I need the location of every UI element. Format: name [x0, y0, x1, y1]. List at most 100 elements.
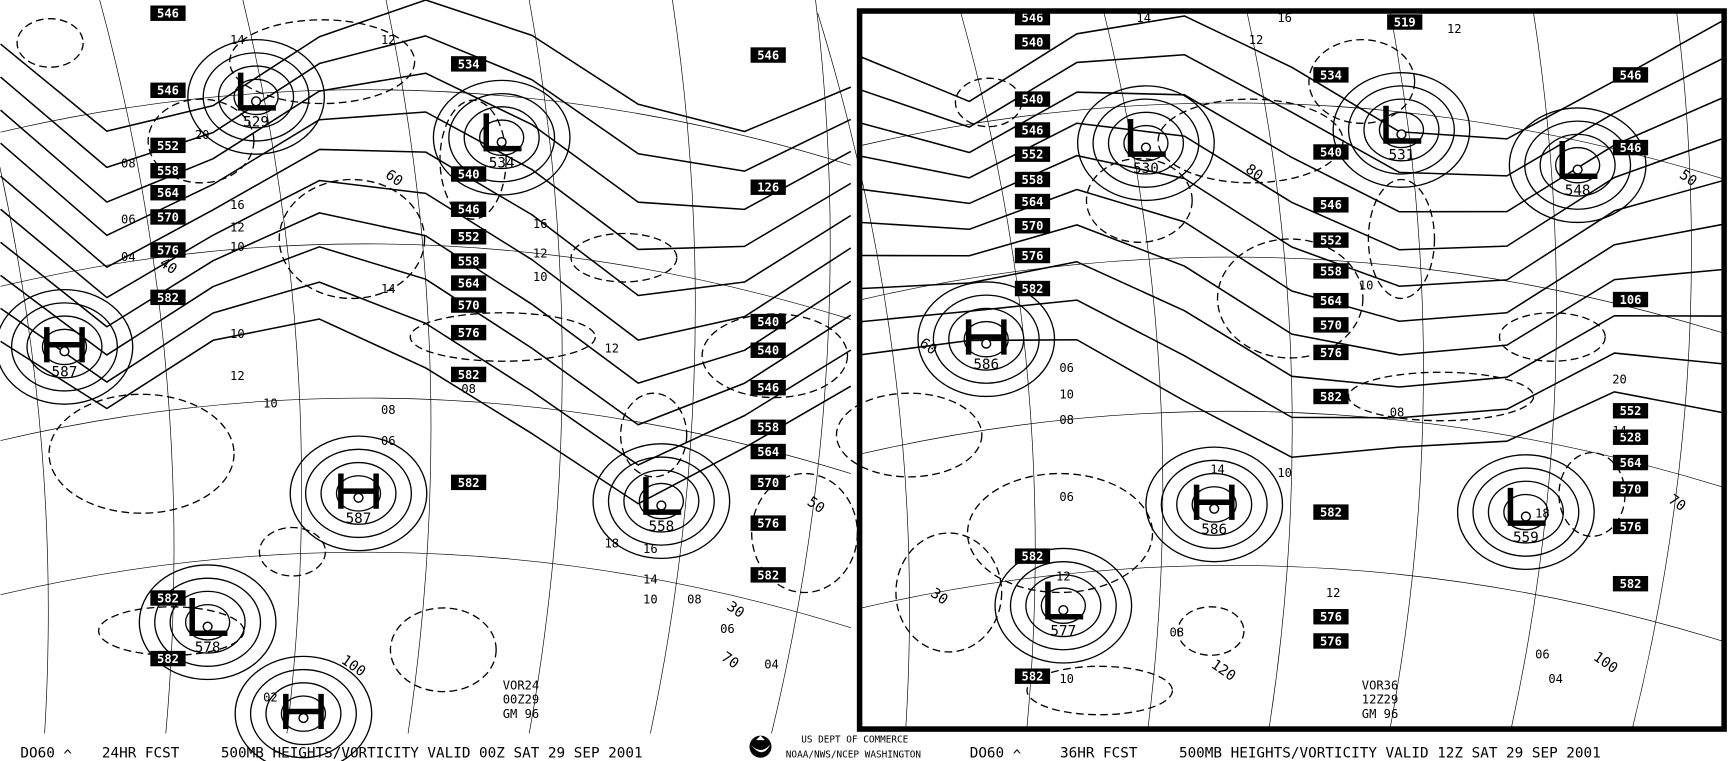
agency-line-2: NOAA/NWS/NCEP WASHINGTON: [786, 750, 921, 761]
height-label: 576: [150, 242, 186, 258]
height-label-text: 564: [757, 445, 779, 459]
height-label-text: 570: [1320, 318, 1342, 332]
height-label: 546: [451, 201, 487, 217]
center-contour: [917, 281, 1056, 398]
vorticity-contour: [966, 472, 1154, 594]
vorticity-label: 08: [121, 156, 136, 170]
height-label: 570: [1612, 481, 1649, 497]
height-label-text: 564: [458, 276, 480, 290]
height-label-text: 540: [458, 167, 480, 181]
height-label-text: 576: [458, 326, 480, 340]
vorticity-label: 12: [381, 33, 396, 47]
vorticity-contour: [1498, 312, 1606, 362]
center-contour: [1332, 72, 1471, 188]
height-contour: [0, 111, 852, 251]
meridian-line: [0, 166, 49, 734]
height-label-text: 546: [757, 381, 779, 395]
vorticity-label: 06: [381, 434, 396, 448]
height-contour: [0, 212, 852, 384]
height-label: 564: [1313, 292, 1349, 309]
vorticity-contour: [147, 98, 255, 184]
center-contour: [41, 328, 88, 366]
vorticity-contour: [895, 532, 1003, 653]
height-label-text: 546: [1022, 123, 1044, 137]
low-pressure-center: 529: [237, 72, 276, 131]
height-label: 552: [451, 229, 487, 245]
high-pressure-center: [283, 693, 324, 730]
vorticity-label: 12: [1056, 569, 1071, 583]
height-label-text: 570: [458, 298, 480, 312]
right-footer-forecast: 36HR FCST: [1060, 746, 1138, 761]
parallel-line: [861, 565, 1723, 642]
center-value: 531: [1389, 148, 1415, 164]
height-label-text: 576: [1320, 346, 1342, 360]
center-value: 586: [973, 357, 999, 373]
right-info-line-2: 12Z29: [1362, 693, 1398, 707]
height-label-text: 552: [1022, 148, 1044, 162]
vorticity-contour: [570, 232, 678, 283]
vorticity-label: 16: [1277, 11, 1292, 25]
low-pressure-center: 531: [1383, 105, 1422, 164]
height-contour: [861, 261, 1722, 388]
vorticity-label: 16: [230, 198, 245, 212]
vorticity-label: 12: [1249, 33, 1264, 47]
height-label-text: 564: [1620, 456, 1642, 470]
vorticity-contour: [16, 18, 84, 68]
meridian-line: [650, 0, 696, 734]
vorticity-contour: [97, 606, 245, 656]
height-label-text: 582: [1620, 577, 1642, 591]
height-label: 582: [451, 366, 487, 383]
height-label: 582: [1014, 280, 1051, 297]
center-contour: [1456, 454, 1595, 571]
right-panel-36hr: 546 540 540 546 552 558 564 570 576 582 534 540 546 5…: [817, 8, 1727, 732]
isotach-label: 120: [1208, 657, 1238, 685]
height-label-text: 546: [757, 48, 779, 62]
center-value: 548: [1565, 183, 1591, 199]
height-label: 582: [1612, 575, 1649, 592]
vorticity-label: 14: [1210, 463, 1225, 477]
height-label-text: 546: [458, 203, 480, 217]
vorticity-label: 10: [1277, 466, 1292, 480]
height-label: 576: [1313, 633, 1349, 649]
height-label: 570: [750, 474, 786, 491]
height-label: 582: [1313, 388, 1349, 405]
vorticity-label: 20: [195, 128, 210, 142]
center-value: 529: [243, 115, 269, 131]
vorticity-contour: [1347, 371, 1535, 422]
center-marker-icon: [298, 712, 309, 724]
center-contour: [948, 307, 1025, 371]
center-contour: [592, 443, 731, 560]
height-label: 582: [1313, 504, 1349, 520]
right-footer-title: 500MB HEIGHTS/VORTICITY VALID 12Z SAT 29…: [1179, 746, 1601, 761]
height-label-text: 540: [1022, 93, 1044, 107]
vorticity-label: 08: [1169, 626, 1184, 640]
vorticity-label: 14: [1136, 11, 1151, 25]
height-label: 582: [750, 567, 786, 583]
low-pressure-center: 548: [1559, 140, 1598, 199]
vorticity-contour: [1308, 38, 1416, 125]
left-footer-title: 500MB HEIGHTS/VORTICITY VALID 00Z SAT 29…: [221, 746, 643, 761]
height-label: 546: [150, 5, 186, 21]
left-annotations: 546 546 552 558 564 570 576 582 534 540 546 552 558 5…: [44, 5, 827, 730]
vorticity-label: 14: [1612, 424, 1627, 438]
height-label-text: 519: [1394, 15, 1416, 29]
vorticity-label: 18: [1535, 507, 1550, 521]
height-label-text: 576: [1320, 610, 1342, 624]
height-label: 558: [451, 253, 487, 269]
meridian-line: [99, 0, 175, 734]
height-label-text: 106: [1620, 293, 1642, 307]
height-label: 546: [1313, 197, 1349, 213]
center-contour: [1487, 480, 1564, 544]
height-label: 564: [1014, 193, 1051, 210]
left-footer-caret: ^: [63, 748, 72, 761]
height-label: 528: [1612, 429, 1649, 445]
height-contour: [0, 318, 852, 505]
vorticity-label: 06: [1535, 648, 1550, 662]
height-label-text: 564: [157, 186, 179, 200]
vorticity-contour: [48, 393, 235, 514]
vorticity-contour: [619, 392, 688, 478]
center-contour: [1363, 98, 1440, 162]
height-label-text: 576: [757, 517, 779, 531]
center-value: 587: [346, 511, 372, 527]
